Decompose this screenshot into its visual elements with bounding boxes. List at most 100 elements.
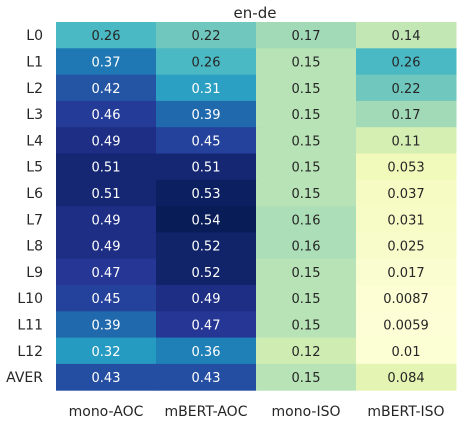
row-label: L4 — [26, 133, 43, 149]
heatmap-cell — [356, 179, 457, 207]
heatmap-cell — [156, 48, 257, 76]
cell-value-label: 0.32 — [92, 345, 121, 360]
cell-value-label: 0.0059 — [383, 318, 429, 333]
heatmap-cell — [356, 311, 457, 339]
heatmap-cell — [156, 179, 257, 207]
row-labels: L0 L1 L2 L3 L4 L5 L6 L7 L8 L9 L10 L11 L12 AVER — [6, 28, 43, 386]
cell-value-label: 0.22 — [192, 29, 221, 44]
cell-value-label: 0.15 — [292, 266, 321, 281]
cell-value-label: 0.49 — [92, 134, 121, 149]
heatmap-cell — [156, 285, 257, 312]
cell-value-label: 0.15 — [292, 82, 321, 97]
heatmap-cell — [256, 22, 357, 49]
cell-value-label: 0.49 — [92, 240, 121, 255]
cell-value-label: 0.15 — [292, 55, 321, 70]
cell-value-label: 0.025 — [387, 240, 424, 255]
cell-value-label: 0.53 — [192, 187, 221, 202]
heatmap-cell — [256, 179, 357, 207]
heatmap-cell — [256, 337, 357, 365]
heatmap-cell — [56, 127, 157, 154]
cell-value-label: 0.15 — [292, 371, 321, 386]
heatmap-cell — [156, 22, 257, 49]
heatmap-cell — [256, 74, 357, 102]
heatmap-cell — [156, 363, 257, 391]
cell-value-label: 0.031 — [387, 213, 424, 228]
cell-value-label: 0.26 — [192, 55, 221, 70]
heatmap-cell — [56, 48, 157, 76]
cell-value-label: 0.053 — [387, 161, 424, 176]
heatmap-cell — [56, 258, 157, 286]
heatmap-cell — [256, 285, 357, 312]
heatmap-cell — [356, 206, 457, 233]
cell-value-label: 0.15 — [292, 134, 321, 149]
row-label: L6 — [26, 186, 43, 202]
heatmap-cell — [56, 206, 157, 233]
heatmap-cell — [156, 127, 257, 154]
heatmap-cell — [56, 22, 157, 49]
cell-value-label: 0.084 — [387, 371, 424, 386]
column-label: mBERT-ISO — [367, 404, 444, 420]
row-label: L12 — [17, 344, 43, 360]
heatmap-cell — [356, 232, 457, 260]
heatmap-cell — [156, 311, 257, 339]
cell-value-label: 0.26 — [92, 29, 121, 44]
column-label: mono-ISO — [272, 404, 341, 420]
cell-value-label: 0.17 — [292, 29, 321, 44]
cell-value-label: 0.49 — [192, 292, 221, 307]
heatmap-cell — [156, 74, 257, 102]
cell-value-label: 0.47 — [192, 318, 221, 333]
cell-value-label: 0.15 — [292, 161, 321, 176]
cell-value-label: 0.51 — [92, 187, 121, 202]
heatmap-cell — [356, 22, 457, 49]
cell-value-label: 0.31 — [192, 82, 221, 97]
cell-value-label: 0.45 — [92, 292, 121, 307]
heatmap-cell — [356, 100, 457, 128]
row-label: L10 — [17, 291, 43, 307]
heatmap-cell — [256, 48, 357, 76]
row-label: L8 — [26, 239, 43, 255]
row-label: L1 — [26, 54, 43, 70]
row-label: L9 — [26, 265, 43, 281]
heatmap-cell — [356, 285, 457, 312]
heatmap-cell — [356, 258, 457, 286]
cell-value-label: 0.15 — [292, 108, 321, 123]
heatmap-cell — [56, 337, 157, 365]
heatmap-cell — [56, 311, 157, 339]
cell-value-label: 0.45 — [192, 134, 221, 149]
heatmap-cell — [256, 206, 357, 233]
heatmap-cell — [356, 153, 457, 181]
heatmap-cell — [256, 258, 357, 286]
cell-value-label: 0.54 — [192, 213, 221, 228]
heatmap-cells: 0.26 0.22 0.17 0.14 0.37 0.26 0.15 0.26 0.42 0.31… — [56, 22, 457, 391]
cell-value-label: 0.37 — [92, 55, 121, 70]
row-label: L0 — [26, 28, 43, 44]
cell-value-label: 0.15 — [292, 187, 321, 202]
chart-title: en-de — [234, 4, 277, 22]
cell-value-label: 0.22 — [392, 82, 421, 97]
cell-value-label: 0.36 — [192, 345, 221, 360]
cell-value-label: 0.52 — [192, 240, 221, 255]
heatmap-cell — [56, 100, 157, 128]
heatmap-cell — [256, 100, 357, 128]
cell-value-label: 0.017 — [387, 266, 424, 281]
cell-value-label: 0.11 — [392, 134, 421, 149]
cell-value-label: 0.15 — [292, 292, 321, 307]
cell-value-label: 0.12 — [292, 345, 321, 360]
cell-value-label: 0.49 — [92, 213, 121, 228]
heatmap-cell — [356, 337, 457, 365]
heatmap-cell — [256, 153, 357, 181]
row-label: L3 — [26, 107, 43, 123]
cell-value-label: 0.39 — [92, 318, 121, 333]
cell-value-label: 0.01 — [392, 345, 421, 360]
cell-value-label: 0.47 — [92, 266, 121, 281]
cell-value-label: 0.51 — [92, 161, 121, 176]
column-label: mBERT-AOC — [165, 404, 248, 420]
heatmap-cell — [156, 206, 257, 233]
heatmap-cell — [356, 74, 457, 102]
heatmap-cell — [156, 337, 257, 365]
cell-value-label: 0.14 — [392, 29, 421, 44]
heatmap-cell — [56, 363, 157, 391]
heatmap-cell — [156, 258, 257, 286]
cell-value-label: 0.16 — [292, 240, 321, 255]
